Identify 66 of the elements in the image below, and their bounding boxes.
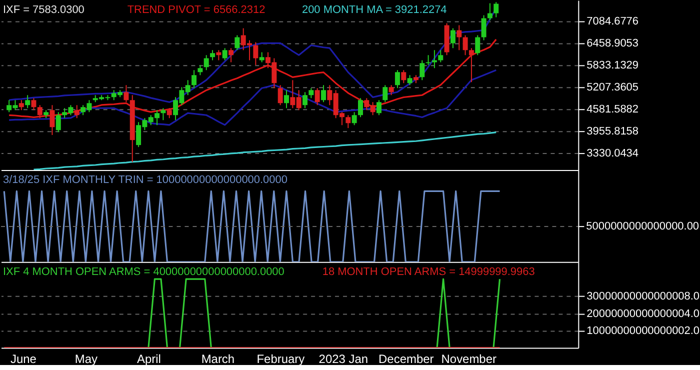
y-tick-label: 7084.6776 <box>586 16 639 28</box>
candlestick <box>352 112 357 126</box>
candlestick <box>160 108 166 121</box>
candlestick <box>487 2 492 21</box>
candlestick <box>388 84 394 96</box>
candlestick <box>401 70 406 84</box>
candlestick <box>426 54 431 66</box>
candlestick <box>124 84 129 103</box>
y-tick-label: 20000000000000004.0 <box>586 308 700 320</box>
candlestick <box>204 54 209 71</box>
x-tick-label: November <box>441 352 496 366</box>
x-tick-label: June <box>10 352 37 366</box>
candlestick <box>456 24 462 51</box>
candlestick <box>192 70 197 89</box>
candlestick <box>259 52 264 63</box>
candlestick <box>382 84 388 103</box>
candlestick <box>278 84 283 106</box>
candlestick <box>346 114 351 129</box>
candlestick <box>210 50 216 61</box>
y-tick-label: 30000000000000008.0 <box>586 290 700 303</box>
candlestick <box>468 48 474 83</box>
candlestick <box>216 50 222 61</box>
candlestick <box>198 64 203 76</box>
candlestick <box>358 98 363 118</box>
candlestick <box>376 100 382 116</box>
candlestick <box>438 50 444 63</box>
y-tick-label: 3955.8158 <box>586 126 639 138</box>
candlestick <box>394 70 400 89</box>
y-tick-label: 6458.9053 <box>586 38 639 50</box>
text: 200 MONTH MA = 3921.2274 <box>302 4 447 16</box>
y-tick-label: 10000000000000002.0 <box>586 325 700 338</box>
line-series <box>32 132 497 170</box>
candlestick <box>462 34 468 56</box>
candlestick <box>56 112 61 133</box>
x-tick-label: December <box>378 352 434 366</box>
candlestick <box>407 74 412 86</box>
y-tick-label: 5833.1329 <box>586 60 639 72</box>
candlestick <box>25 94 30 109</box>
candlestick <box>420 60 425 81</box>
candlestick <box>302 92 308 109</box>
candlestick <box>321 84 326 103</box>
text: 5000000000000000.00 <box>586 220 700 233</box>
chart-title: IXF = 7583.0300 <box>2 4 84 16</box>
candlestick <box>18 100 24 111</box>
candlestick <box>308 88 314 99</box>
x-tick-label: March <box>201 352 235 366</box>
candlestick <box>222 48 228 61</box>
text: 18 MONTH OPEN ARMS = 14999999.9963 <box>322 266 535 278</box>
text: TREND PIVOT = 6566.2312 <box>127 4 266 16</box>
series-label: 3/18/25 IXF MONTHLY TRIN = 10000000000000000.0000 <box>2 174 288 186</box>
candlestick <box>234 34 240 51</box>
y-tick-label: 5207.3605 <box>586 82 639 94</box>
candlestick <box>253 42 258 66</box>
series-label: IXF 4 MONTH OPEN ARMS = 40000000000000000.0000 <box>2 266 284 278</box>
candlestick <box>494 2 499 18</box>
candlestick <box>475 34 480 56</box>
y-tick-label: 3330.0434 <box>586 148 639 160</box>
candlestick <box>314 88 320 106</box>
candlestick <box>450 28 456 49</box>
candlestick <box>284 90 289 109</box>
x-tick-label: 2023 Jan <box>318 352 368 366</box>
candlestick <box>481 14 486 41</box>
candlestick <box>432 50 437 69</box>
candlestick <box>228 48 234 63</box>
y-tick-label: 4581.5882 <box>586 104 639 116</box>
candlestick <box>31 98 36 111</box>
